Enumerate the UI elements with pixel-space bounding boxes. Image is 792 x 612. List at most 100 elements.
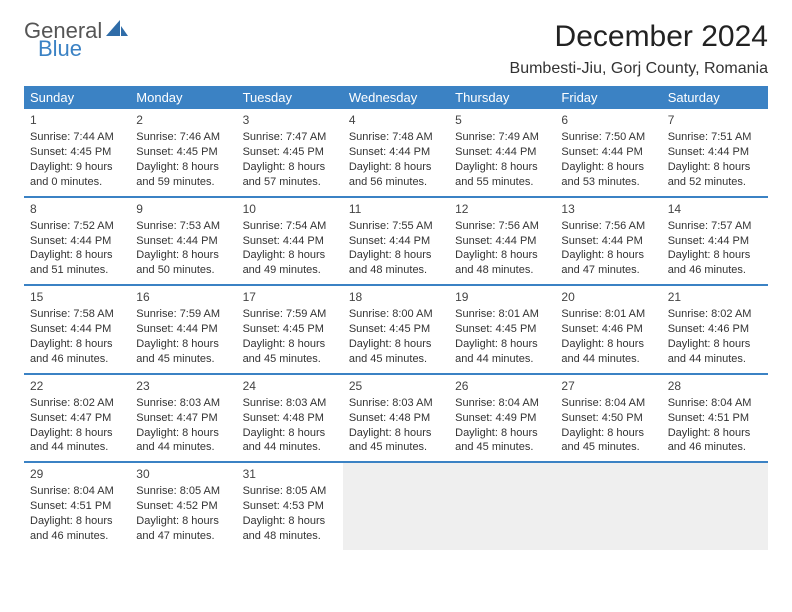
sunrise-text: Sunrise: 7:56 AM [455, 219, 549, 234]
daylight-text: Daylight: 8 hours and 44 minutes. [668, 337, 762, 367]
day-number: 1 [30, 112, 124, 128]
daylight-text: Daylight: 8 hours and 45 minutes. [349, 426, 443, 456]
day-cell: 2Sunrise: 7:46 AMSunset: 4:45 PMDaylight… [130, 109, 236, 196]
day-cell: 27Sunrise: 8:04 AMSunset: 4:50 PMDayligh… [555, 373, 661, 462]
day-number: 23 [136, 378, 230, 394]
sunset-text: Sunset: 4:49 PM [455, 411, 549, 426]
daylight-text: Daylight: 8 hours and 46 minutes. [668, 248, 762, 278]
day-cell: 12 Sunrise: 7:56 AMSunset: 4:44 PMDayligh… [449, 196, 555, 285]
day-cell: 16Sunrise: 7:59 AMSunset: 4:44 PMDayligh… [130, 284, 236, 373]
day-number: 5 [455, 112, 549, 128]
sunset-text: Sunset: 4:44 PM [136, 322, 230, 337]
sunrise-text: Sunrise: 8:04 AM [30, 484, 124, 499]
sunset-text: Sunset: 4:50 PM [561, 411, 655, 426]
day-number: 29 [30, 466, 124, 482]
sunset-text: Sunset: 4:46 PM [668, 322, 762, 337]
day-cell: 1Sunrise: 7:44 AMSunset: 4:45 PMDaylight… [24, 109, 130, 196]
sunrise-text: Sunrise: 7:55 AM [349, 219, 443, 234]
sunrise-text: Sunrise: 8:05 AM [136, 484, 230, 499]
daylight-text: Daylight: 8 hours and 48 minutes. [349, 248, 443, 278]
sunset-text: Sunset: 4:52 PM [136, 499, 230, 514]
day-number: 16 [136, 289, 230, 305]
day-number: 25 [349, 378, 443, 394]
sunrise-text: Sunrise: 7:54 AM [243, 219, 337, 234]
sunset-text: Sunset: 4:45 PM [243, 322, 337, 337]
empty-cell [662, 461, 768, 550]
page-header: General Blue December 2024 Bumbesti-Jiu,… [24, 20, 768, 78]
sunrise-text: Sunrise: 8:01 AM [455, 307, 549, 322]
day-number: 14 [668, 201, 762, 217]
daylight-text: Daylight: 8 hours and 48 minutes. [455, 248, 549, 278]
sunset-text: Sunset: 4:44 PM [30, 234, 124, 249]
day-cell: 15Sunrise: 7:58 AMSunset: 4:44 PMDayligh… [24, 284, 130, 373]
sunrise-text: Sunrise: 7:59 AM [136, 307, 230, 322]
daylight-text: Daylight: 8 hours and 51 minutes. [30, 248, 124, 278]
daylight-text: Daylight: 8 hours and 59 minutes. [136, 160, 230, 190]
month-title: December 2024 [510, 20, 768, 54]
dayhead-friday: Friday [555, 86, 661, 109]
sunset-text: Sunset: 4:48 PM [243, 411, 337, 426]
day-cell: 18Sunrise: 8:00 AMSunset: 4:45 PMDayligh… [343, 284, 449, 373]
sunrise-text: Sunrise: 7:57 AM [668, 219, 762, 234]
sunset-text: Sunset: 4:44 PM [349, 145, 443, 160]
sunrise-text: Sunrise: 8:00 AM [349, 307, 443, 322]
daylight-text: Daylight: 8 hours and 45 minutes. [349, 337, 443, 367]
sunset-text: Sunset: 4:44 PM [243, 234, 337, 249]
dayhead-thursday: Thursday [449, 86, 555, 109]
sunrise-text: Sunrise: 7:46 AM [136, 130, 230, 145]
day-cell: 9Sunrise: 7:53 AMSunset: 4:44 PMDaylight… [130, 196, 236, 285]
sunset-text: Sunset: 4:44 PM [349, 234, 443, 249]
day-number: 12 [455, 201, 549, 217]
sunset-text: Sunset: 4:47 PM [136, 411, 230, 426]
day-number: 15 [30, 289, 124, 305]
sunrise-text: Sunrise: 7:49 AM [455, 130, 549, 145]
sunrise-text: Sunrise: 8:02 AM [30, 396, 124, 411]
sunset-text: Sunset: 4:44 PM [30, 322, 124, 337]
dayhead-sunday: Sunday [24, 86, 130, 109]
day-cell: 6Sunrise: 7:50 AMSunset: 4:44 PMDaylight… [555, 109, 661, 196]
daylight-text: Daylight: 8 hours and 46 minutes. [668, 426, 762, 456]
sunset-text: Sunset: 4:44 PM [455, 234, 549, 249]
day-number: 31 [243, 466, 337, 482]
day-number: 19 [455, 289, 549, 305]
location-text: Bumbesti-Jiu, Gorj County, Romania [510, 60, 768, 78]
sunset-text: Sunset: 4:44 PM [668, 145, 762, 160]
sunset-text: Sunset: 4:46 PM [561, 322, 655, 337]
sunset-text: Sunset: 4:45 PM [455, 322, 549, 337]
day-cell: 20Sunrise: 8:01 AMSunset: 4:46 PMDayligh… [555, 284, 661, 373]
daylight-text: Daylight: 8 hours and 44 minutes. [561, 337, 655, 367]
sunrise-text: Sunrise: 7:51 AM [668, 130, 762, 145]
daylight-text: Daylight: 8 hours and 47 minutes. [136, 514, 230, 544]
day-cell: 30 Sunrise: 8:05 AMSunset: 4:52 PMDayligh… [130, 461, 236, 550]
day-cell: 29Sunrise: 8:04 AMSunset: 4:51 PMDayligh… [24, 461, 130, 550]
daylight-text: Daylight: 8 hours and 55 minutes. [455, 160, 549, 190]
logo: General Blue [24, 20, 128, 60]
week-row: 1 Sunrise: 7:44 AM Sunset: 4:45 PM Daylight… [24, 109, 768, 196]
day-number: 8 [30, 201, 124, 217]
logo-text-blue: Blue [38, 38, 128, 60]
day-number: 20 [561, 289, 655, 305]
daylight-text: Daylight: 8 hours and 45 minutes. [561, 426, 655, 456]
daylight-text: Daylight: 8 hours and 52 minutes. [668, 160, 762, 190]
day-cell: 19Sunrise: 8:01 AMSunset: 4:45 PMDayligh… [449, 284, 555, 373]
sunset-text: Sunset: 4:45 PM [243, 145, 337, 160]
sunrise-text: Sunrise: 8:02 AM [668, 307, 762, 322]
day-number: 13 [561, 201, 655, 217]
sunrise-text: Sunrise: 7:44 AM [30, 130, 124, 145]
sunrise-text: Sunrise: 8:05 AM [243, 484, 337, 499]
sunset-text: Sunset: 4:53 PM [243, 499, 337, 514]
sunrise-text: Sunrise: 8:03 AM [243, 396, 337, 411]
dayhead-tuesday: Tuesday [237, 86, 343, 109]
calendar-grid: Sunday Monday Tuesday Wednesday Thursday… [24, 86, 768, 550]
day-cell: 17Sunrise: 7:59 AMSunset: 4:45 PMDayligh… [237, 284, 343, 373]
sunrise-text: Sunrise: 8:04 AM [668, 396, 762, 411]
sunrise-text: Sunrise: 7:59 AM [243, 307, 337, 322]
day-number: 24 [243, 378, 337, 394]
day-cell: 3Sunrise: 7:47 AMSunset: 4:45 PMDaylight… [237, 109, 343, 196]
day-number: 22 [30, 378, 124, 394]
day-number: 30 [136, 466, 230, 482]
sunrise-text: Sunrise: 7:53 AM [136, 219, 230, 234]
day-number: 21 [668, 289, 762, 305]
day-cell: 10Sunrise: 7:54 AMSunset: 4:44 PMDayligh… [237, 196, 343, 285]
daylight-text: Daylight: 8 hours and 56 minutes. [349, 160, 443, 190]
